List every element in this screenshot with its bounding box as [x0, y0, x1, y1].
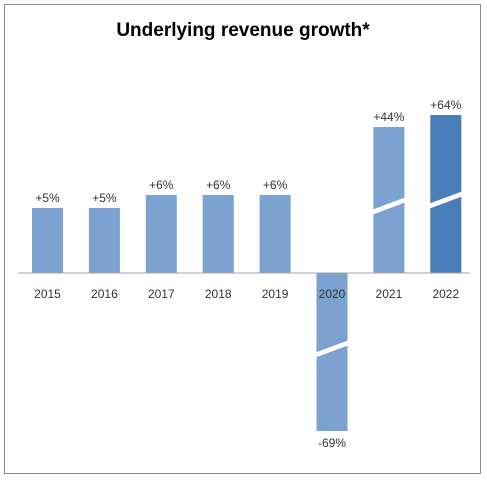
- bar-2016: [88, 208, 120, 273]
- category-label-2020: 2020: [319, 287, 346, 301]
- value-label-2022: +64%: [430, 98, 461, 112]
- value-label-2017: +6%: [149, 178, 174, 192]
- category-label-2019: 2019: [262, 287, 289, 301]
- bar-2015: [32, 208, 63, 273]
- value-label-2020: -69%: [318, 436, 346, 450]
- category-label-2018: 2018: [205, 287, 232, 301]
- chart-title: Underlying revenue growth*: [116, 20, 370, 41]
- axis-break-mark-2022: [428, 191, 464, 209]
- category-label-2017: 2017: [148, 287, 175, 301]
- axis-break-mark-2020: [314, 339, 350, 358]
- category-label-2022: 2022: [432, 287, 459, 301]
- value-label-2016: +5%: [92, 191, 117, 205]
- value-label-2018: +6%: [206, 178, 231, 192]
- bar-2019: [259, 195, 291, 273]
- category-label-2015: 2015: [34, 287, 61, 301]
- category-label-2016: 2016: [91, 287, 118, 301]
- value-label-2019: +6%: [263, 178, 288, 192]
- bar-2018: [202, 195, 234, 273]
- axis-break-mark-2021: [371, 197, 407, 215]
- value-label-2021: +44%: [373, 110, 404, 124]
- value-label-2015: +5%: [35, 191, 60, 205]
- bar-2017: [145, 195, 177, 273]
- category-label-2021: 2021: [376, 287, 403, 301]
